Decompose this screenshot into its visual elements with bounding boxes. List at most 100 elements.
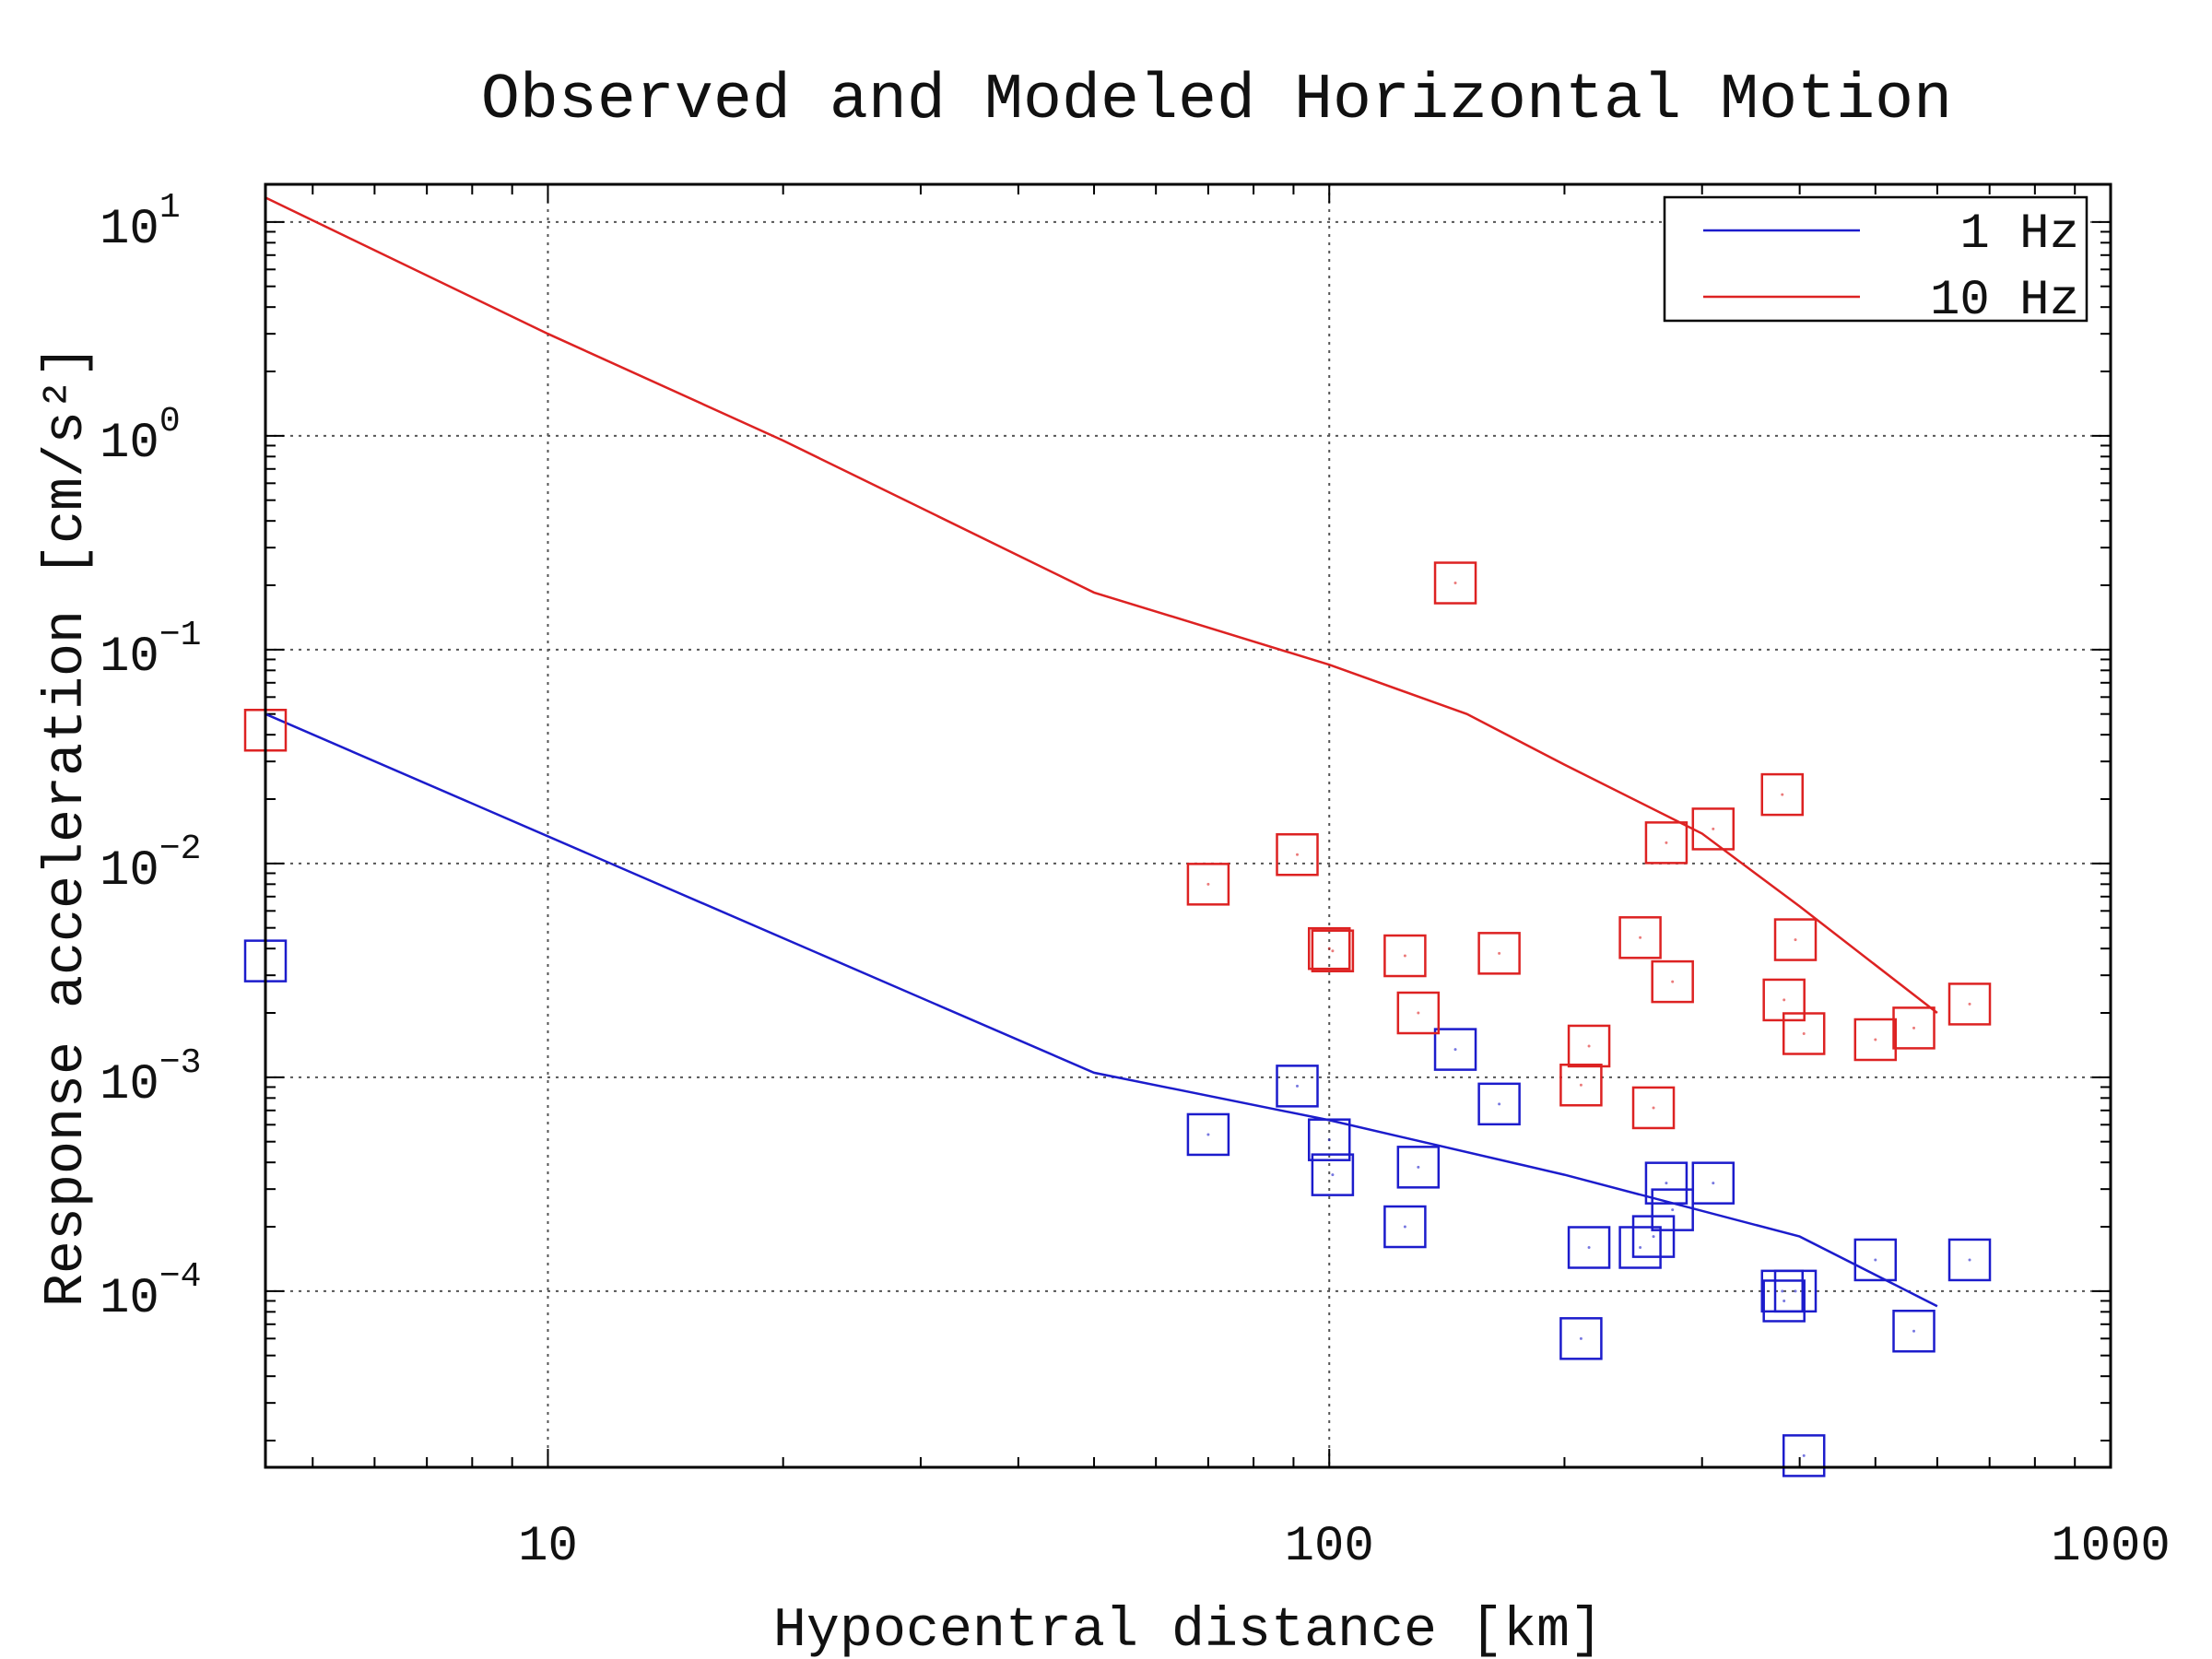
plot-frame xyxy=(264,182,2112,1469)
data-series xyxy=(243,196,1992,1477)
data-point-1hz xyxy=(1559,1317,1603,1360)
data-point-center-1hz xyxy=(1453,1048,1457,1052)
data-point-center-1hz xyxy=(1296,1084,1300,1088)
data-point-1hz xyxy=(1644,1161,1688,1205)
data-point-1hz xyxy=(1782,1434,1826,1477)
legend: 1 Hz 10 Hz xyxy=(1663,195,2088,329)
data-point-1hz xyxy=(1567,1226,1611,1269)
data-point-10hz xyxy=(1186,863,1230,906)
minor-ticks xyxy=(265,184,2112,1467)
data-point-1hz xyxy=(1947,1238,1992,1282)
data-point-10hz xyxy=(1311,929,1355,972)
data-point-10hz xyxy=(1760,772,1805,817)
data-point-center-10hz xyxy=(1802,1031,1806,1035)
data-point-center-1hz xyxy=(1639,1245,1642,1249)
y-tick-label: 10−1 xyxy=(100,616,201,686)
data-point-1hz xyxy=(1186,1112,1230,1157)
y-tick-label: 10−4 xyxy=(100,1257,201,1327)
legend-label: 1 Hz xyxy=(1959,206,2079,263)
data-point-center-1hz xyxy=(1417,1165,1420,1169)
y-tick-label: 101 xyxy=(100,188,181,258)
chart-title: Observed and Modeled Horizontal Motion xyxy=(481,65,1952,137)
data-point-center-1hz xyxy=(1498,1102,1501,1106)
data-point-center-1hz xyxy=(1874,1258,1877,1262)
data-point-10hz xyxy=(1651,959,1694,1004)
data-point-10hz xyxy=(1307,926,1351,971)
data-point-1hz xyxy=(1691,1161,1735,1205)
y-axis-label: Response acceleration [cm/s²] xyxy=(36,345,99,1307)
y-tick-exponent: −3 xyxy=(159,1043,202,1083)
data-point-1hz xyxy=(1307,1118,1351,1161)
data-point-center-1hz xyxy=(1579,1336,1583,1340)
data-point-center-1hz xyxy=(1794,1289,1797,1293)
data-point-center-1hz xyxy=(1802,1453,1806,1457)
data-point-1hz xyxy=(1396,1146,1441,1189)
data-point-center-10hz xyxy=(1296,853,1300,856)
legend-box xyxy=(1663,195,2088,323)
data-point-1hz xyxy=(1631,1215,1676,1258)
grid-lines xyxy=(265,184,2111,1467)
model-line-10hz xyxy=(265,196,1938,1014)
y-tick-base: 10 xyxy=(100,843,159,900)
data-point-1hz xyxy=(1433,1028,1477,1071)
y-tick-exponent: −4 xyxy=(159,1257,202,1297)
x-tick-label: 100 xyxy=(1285,1519,1374,1575)
data-point-center-10hz xyxy=(1794,938,1797,942)
y-tick-exponent: 1 xyxy=(159,188,181,228)
data-point-1hz xyxy=(1618,1226,1662,1269)
data-point-10hz xyxy=(1433,561,1477,605)
data-point-1hz xyxy=(1853,1238,1898,1282)
data-point-1hz xyxy=(1892,1310,1936,1353)
data-point-center-10hz xyxy=(1671,980,1675,983)
y-tick-label: 10−3 xyxy=(100,1043,201,1113)
y-tick-base: 10 xyxy=(100,202,159,258)
data-point-10hz xyxy=(1276,833,1319,877)
data-point-center-10hz xyxy=(1403,954,1406,958)
data-point-1hz xyxy=(1762,1279,1806,1323)
data-point-center-1hz xyxy=(1327,1138,1331,1142)
data-point-center-10hz xyxy=(1968,1002,1971,1006)
y-tick-exponent: 0 xyxy=(159,402,181,441)
data-point-center-10hz xyxy=(1712,827,1715,830)
data-point-center-10hz xyxy=(1417,1011,1420,1015)
data-point-10hz xyxy=(1396,991,1441,1035)
data-point-center-10hz xyxy=(1587,1044,1591,1048)
data-point-center-1hz xyxy=(1403,1225,1406,1229)
data-point-center-10hz xyxy=(1781,793,1784,796)
data-point-1hz xyxy=(1383,1205,1427,1249)
data-point-10hz xyxy=(1477,932,1521,975)
data-point-10hz xyxy=(1567,1024,1611,1068)
data-point-1hz xyxy=(1311,1153,1355,1196)
data-point-1hz xyxy=(1651,1188,1694,1231)
data-point-1hz xyxy=(1276,1065,1319,1108)
data-point-center-1hz xyxy=(1206,1133,1210,1136)
data-point-center-1hz xyxy=(1781,1289,1784,1293)
data-point-center-10hz xyxy=(1783,998,1786,1002)
data-point-center-1hz xyxy=(1671,1208,1675,1212)
y-tick-base: 10 xyxy=(100,629,159,686)
data-point-center-10hz xyxy=(1639,935,1642,939)
data-point-center-1hz xyxy=(1968,1258,1971,1262)
y-tick-base: 10 xyxy=(100,416,159,472)
legend-label: 10 Hz xyxy=(1930,273,2079,329)
data-point-center-10hz xyxy=(1206,882,1210,886)
x-axis-label: Hypocentral distance [km] xyxy=(773,1600,1603,1659)
data-point-center-10hz xyxy=(1453,582,1457,585)
data-point-center-10hz xyxy=(1498,951,1501,955)
data-point-1hz xyxy=(1773,1269,1818,1313)
data-point-10hz xyxy=(1947,982,1992,1026)
x-tick-label: 10 xyxy=(518,1519,578,1575)
data-point-1hz xyxy=(1477,1082,1521,1126)
data-point-10hz xyxy=(1892,1006,1936,1050)
data-point-10hz xyxy=(1618,916,1662,959)
data-point-center-10hz xyxy=(1579,1083,1583,1087)
data-point-center-10hz xyxy=(1874,1038,1877,1041)
model-line-1hz xyxy=(265,712,1938,1308)
data-point-10hz xyxy=(1644,821,1688,865)
data-point-center-10hz xyxy=(1652,1106,1655,1110)
data-point-center-1hz xyxy=(1665,1182,1668,1185)
data-point-center-10hz xyxy=(1912,1026,1916,1030)
